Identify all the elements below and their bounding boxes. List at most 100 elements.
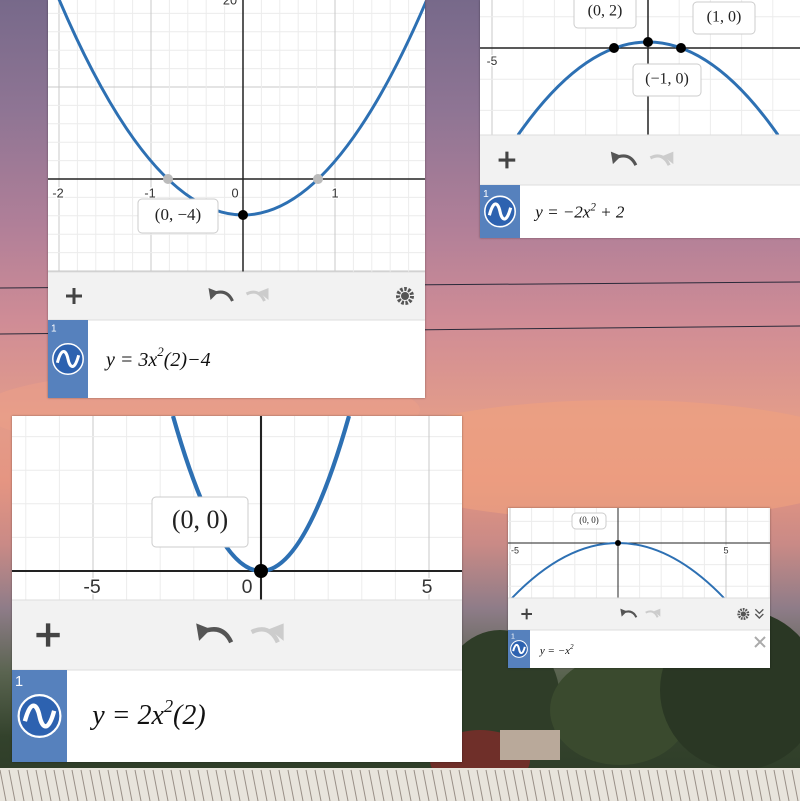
expression-index: 1 xyxy=(483,189,489,200)
undo-arrow xyxy=(208,288,219,300)
fence-slat xyxy=(62,769,70,801)
redo-arrow xyxy=(269,623,284,641)
fence-slat xyxy=(314,769,322,801)
fence-slat xyxy=(269,769,277,801)
redo-button xyxy=(649,154,671,166)
x-tick-label: -5 xyxy=(487,54,498,68)
fence-slat xyxy=(359,769,367,801)
fence-slat xyxy=(755,769,763,801)
fence-slat xyxy=(260,769,268,801)
expression-row xyxy=(12,670,462,762)
add-button xyxy=(498,151,516,169)
fence-slat xyxy=(242,769,250,801)
add-button xyxy=(521,608,532,620)
fence-slat xyxy=(296,769,304,801)
fence-slat xyxy=(305,769,313,801)
fence-slat xyxy=(278,769,286,801)
fence-slat xyxy=(8,769,16,801)
expression-row xyxy=(48,320,425,398)
x-tick-label: 1 xyxy=(331,185,338,200)
fence-slats xyxy=(0,769,799,801)
fence-slat xyxy=(674,769,682,801)
desmos-panel: -5 0 5 (0, 0) 1 y = 2x2(2) xyxy=(12,415,462,762)
fence-slat xyxy=(215,769,223,801)
fence-slat xyxy=(719,769,727,801)
fence-slat xyxy=(386,769,394,801)
desmos-panel: -5 (0, 2) (1, 0) (−1, 0) 1 y = −2x2 + 2 xyxy=(480,0,800,238)
equation-main: y = 2x xyxy=(89,700,164,731)
point xyxy=(643,37,653,47)
fence-slat xyxy=(467,769,475,801)
add-button xyxy=(36,623,60,647)
fence-slat xyxy=(440,769,448,801)
fence-slat xyxy=(0,769,7,801)
equation: y = 3x2(2)−4 xyxy=(104,344,211,370)
point-label: (0, −4) xyxy=(155,205,201,224)
fence-slat xyxy=(485,769,493,801)
x-tick-label: -2 xyxy=(52,185,63,200)
settings-hub xyxy=(740,611,746,617)
fence-slat xyxy=(107,769,115,801)
redo-arrow xyxy=(662,151,674,165)
redo-button xyxy=(245,290,266,302)
settings-button xyxy=(396,287,414,305)
desmos-panel: -2 -1 0 1 20 (0, −4) 1 y = 3x2(2)−4 xyxy=(48,0,429,398)
fence-slat xyxy=(422,769,430,801)
fence-slat xyxy=(575,769,583,801)
expression-index: 1 xyxy=(15,674,23,690)
equation-rest: (2)−4 xyxy=(164,349,211,371)
equation-rest: + 2 xyxy=(596,202,625,221)
fence-slat xyxy=(251,769,259,801)
graph: -2 -1 0 1 20 xyxy=(48,0,429,272)
fence-slat xyxy=(125,769,133,801)
fence-slat xyxy=(26,769,34,801)
fence-slat xyxy=(170,769,178,801)
tree xyxy=(550,655,690,765)
fence-slat xyxy=(323,769,331,801)
fence-slat xyxy=(602,769,610,801)
fence-slat xyxy=(458,769,466,801)
fence-slat xyxy=(584,769,592,801)
fence-slat xyxy=(548,769,556,801)
fence-slat xyxy=(179,769,187,801)
point xyxy=(609,43,619,53)
equation: y = −x2 xyxy=(539,643,574,657)
undo-arrow xyxy=(610,151,622,165)
x-tick-label: 0 xyxy=(231,185,238,200)
fence-slat xyxy=(566,769,574,801)
expression-index: 1 xyxy=(511,634,515,641)
graph-icon-wave xyxy=(22,703,57,729)
panel-svg: -5 (0, 2) (1, 0) (−1, 0) 1 y = −2x2 + 2 xyxy=(480,0,800,238)
fence-slat xyxy=(773,769,781,801)
point xyxy=(676,43,686,53)
equation-rest: (2) xyxy=(173,700,206,731)
fence-slat xyxy=(593,769,601,801)
fence-slat xyxy=(512,769,520,801)
fence-slat xyxy=(692,769,700,801)
point-label-box xyxy=(151,496,249,548)
x-tick-label: 0 xyxy=(242,576,253,598)
fence-slat xyxy=(53,769,61,801)
panel-svg: -2 -1 0 1 20 (0, −4) 1 y = 3x2(2)−4 xyxy=(48,0,429,398)
panel-svg: -5 0 5 (0, 0) 1 y = 2x2(2) xyxy=(12,415,462,762)
fence-slat xyxy=(764,769,772,801)
equation-exponent: 2 xyxy=(164,696,173,716)
point xyxy=(615,540,621,546)
fence-slat xyxy=(377,769,385,801)
fence-slat xyxy=(656,769,664,801)
close-button xyxy=(754,636,766,648)
expression-row xyxy=(508,630,770,668)
y-tick-label: 20 xyxy=(223,0,237,7)
fence-slat xyxy=(80,769,88,801)
fence-slat xyxy=(350,769,358,801)
fence-slat xyxy=(557,769,565,801)
fence-slat xyxy=(638,769,646,801)
point xyxy=(238,210,248,220)
fence-slat xyxy=(728,769,736,801)
graph-icon-wave xyxy=(512,643,526,655)
fence-slat xyxy=(116,769,124,801)
fence-slat xyxy=(35,769,43,801)
settings-button xyxy=(737,608,750,621)
fence-slat xyxy=(665,769,673,801)
